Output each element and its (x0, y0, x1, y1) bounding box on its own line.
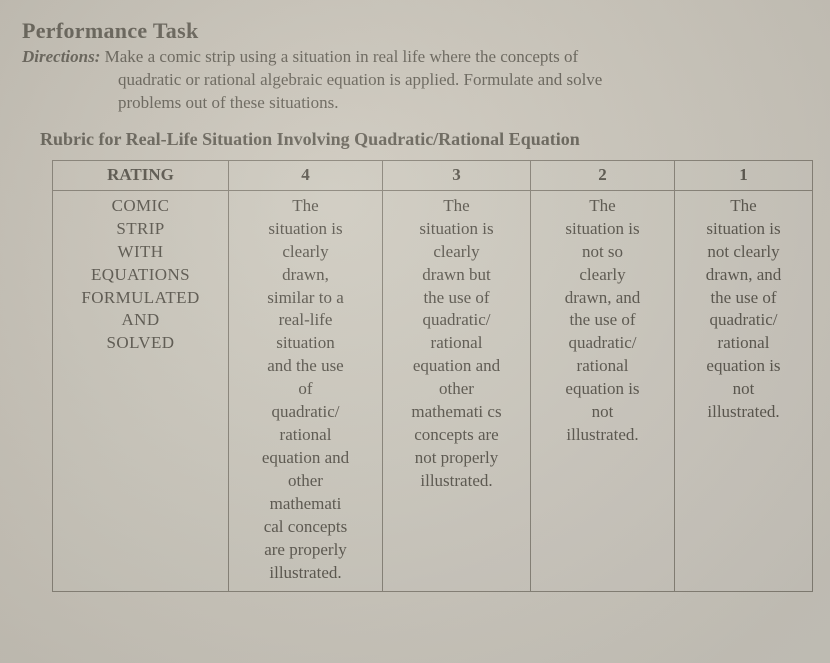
header-rating: RATING (53, 160, 229, 190)
cell-4: Thesituation isclearlydrawn,similar to a… (229, 190, 383, 591)
page-title: Performance Task (22, 18, 820, 44)
rubric-title: Rubric for Real-Life Situation Involving… (22, 129, 820, 150)
directions-line2: quadratic or rational algebraic equation… (22, 69, 820, 92)
cell-1: Thesituation isnot clearlydrawn, andthe … (675, 190, 813, 591)
cell-3: Thesituation isclearlydrawn butthe use o… (383, 190, 531, 591)
directions-label: Directions: (22, 47, 100, 66)
table-row: COMICSTRIPWITHEQUATIONSFORMULATEDANDSOLV… (53, 190, 813, 591)
rubric-table: RATING 4 3 2 1 COMICSTRIPWITHEQUATIONSFO… (52, 160, 813, 592)
directions-line3: problems out of these situations. (22, 92, 820, 115)
directions-line1: Make a comic strip using a situation in … (105, 47, 579, 66)
directions-block: Directions: Make a comic strip using a s… (22, 46, 820, 115)
header-2: 2 (531, 160, 675, 190)
cell-2: Thesituation isnot soclearlydrawn, andth… (531, 190, 675, 591)
header-3: 3 (383, 160, 531, 190)
header-1: 1 (675, 160, 813, 190)
table-header-row: RATING 4 3 2 1 (53, 160, 813, 190)
header-4: 4 (229, 160, 383, 190)
row-label: COMICSTRIPWITHEQUATIONSFORMULATEDANDSOLV… (53, 190, 229, 591)
